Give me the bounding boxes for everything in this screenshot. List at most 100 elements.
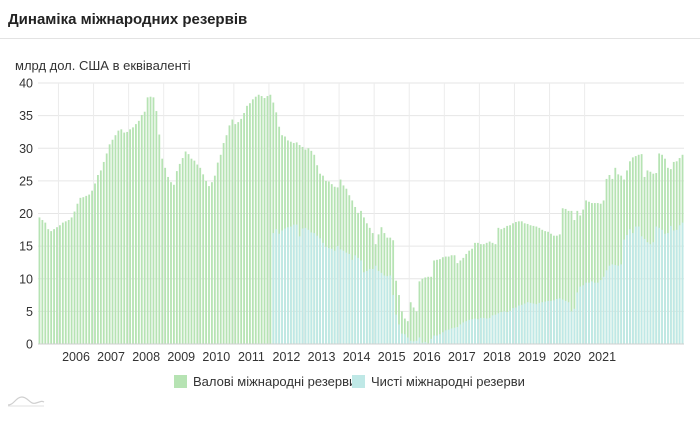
bar-gross (123, 132, 126, 344)
bar-gross (599, 203, 602, 344)
bar-net (629, 229, 631, 344)
bar-gross (173, 184, 175, 344)
bar-gross (205, 180, 207, 345)
bar-net (588, 282, 590, 344)
bar-gross (541, 229, 544, 344)
bar-gross (482, 244, 485, 344)
bar-net (637, 226, 640, 344)
bar-gross (251, 99, 254, 344)
bar-gross (503, 227, 506, 344)
bar-gross (401, 311, 403, 345)
bar-net (567, 302, 570, 344)
bar-gross (453, 255, 456, 344)
bar-gross (44, 222, 47, 344)
bar-gross (175, 171, 178, 344)
bar-net (529, 302, 532, 344)
bar-gross (190, 158, 193, 344)
bar-net (678, 225, 681, 344)
x-tick-label: 2021 (588, 350, 616, 364)
bar-gross (211, 182, 213, 344)
bar-gross (91, 190, 93, 344)
bar-gross (135, 124, 137, 344)
bar-net (409, 340, 412, 344)
bar-net (462, 322, 465, 344)
bar-gross (392, 240, 395, 344)
bar-net (573, 308, 576, 344)
bar-gross (409, 302, 412, 344)
y-axis-unit-label: млрд дол. США в еквіваленті (15, 58, 191, 73)
bar-net (538, 302, 541, 344)
bar-net (517, 305, 520, 344)
bar-gross (61, 222, 64, 344)
bar-gross (450, 255, 453, 344)
bar-gross (509, 225, 511, 344)
bar-net (363, 272, 365, 344)
bar-net (322, 242, 324, 344)
bar-gross (456, 263, 459, 344)
bar-net (561, 299, 564, 344)
bar-gross (67, 220, 70, 344)
bar-gross (523, 223, 526, 344)
bar-net (336, 246, 339, 345)
bar-gross (424, 277, 427, 344)
bar-gross (430, 276, 433, 344)
bar-net (655, 226, 658, 344)
bar-net (354, 255, 357, 344)
bar-net (582, 285, 585, 344)
bar-net (596, 282, 599, 344)
legend-item-net[interactable]: Чисті міжнародні резерви (352, 374, 525, 389)
bar-gross (561, 208, 564, 344)
legend-item-gross[interactable]: Валові міжнародні резерви (174, 374, 356, 389)
bar-gross (427, 276, 430, 344)
legend-label-net: Чисті міжнародні резерви (371, 374, 525, 389)
x-tick-label: 2015 (378, 350, 406, 364)
bar-gross (219, 154, 222, 344)
bar-net (544, 301, 547, 344)
bar-net (570, 311, 573, 345)
bar-gross (99, 170, 102, 344)
bar-gross (418, 281, 421, 344)
bar-gross (146, 97, 149, 344)
chart-header: Динаміка міжнародних резервів (0, 0, 700, 39)
legend-label-gross: Валові міжнародні резерви (193, 374, 357, 389)
bar-net (477, 319, 479, 344)
bar-net (456, 327, 459, 344)
bar-gross (272, 102, 275, 344)
x-tick-label: 2012 (273, 350, 301, 364)
bar-gross (240, 118, 243, 344)
bar-net (292, 224, 295, 344)
bar-net (330, 248, 333, 344)
bar-net (465, 321, 468, 344)
bar-net (652, 242, 655, 344)
bar-net (617, 265, 620, 344)
bar-gross (547, 231, 549, 344)
bar-gross (415, 311, 418, 345)
bar-net (403, 334, 406, 344)
bar-net (392, 295, 395, 344)
bar-gross (515, 221, 517, 344)
bar-gross (436, 259, 438, 344)
x-tick-label: 2014 (343, 350, 371, 364)
bar-gross (155, 111, 158, 344)
bar-net (401, 333, 403, 344)
bar-gross (497, 227, 500, 344)
y-tick-label: 30 (19, 142, 33, 156)
bar-net (339, 249, 342, 344)
bar-net (453, 327, 456, 344)
bar-gross (526, 223, 529, 344)
bar-gross (260, 96, 263, 344)
bar-gross (184, 151, 187, 344)
bar-net (436, 335, 438, 344)
x-tick-label: 2010 (202, 350, 230, 364)
bar-net (555, 298, 558, 344)
bar-gross (114, 135, 117, 344)
x-tick-label: 2011 (238, 350, 265, 364)
bar-net (386, 276, 389, 344)
bar-gross (406, 321, 409, 344)
bar-net (398, 324, 400, 344)
bar-gross (395, 280, 397, 344)
bar-gross (164, 167, 167, 344)
bar-net (547, 300, 549, 344)
bar-net (295, 224, 298, 344)
bar-gross (216, 162, 219, 344)
